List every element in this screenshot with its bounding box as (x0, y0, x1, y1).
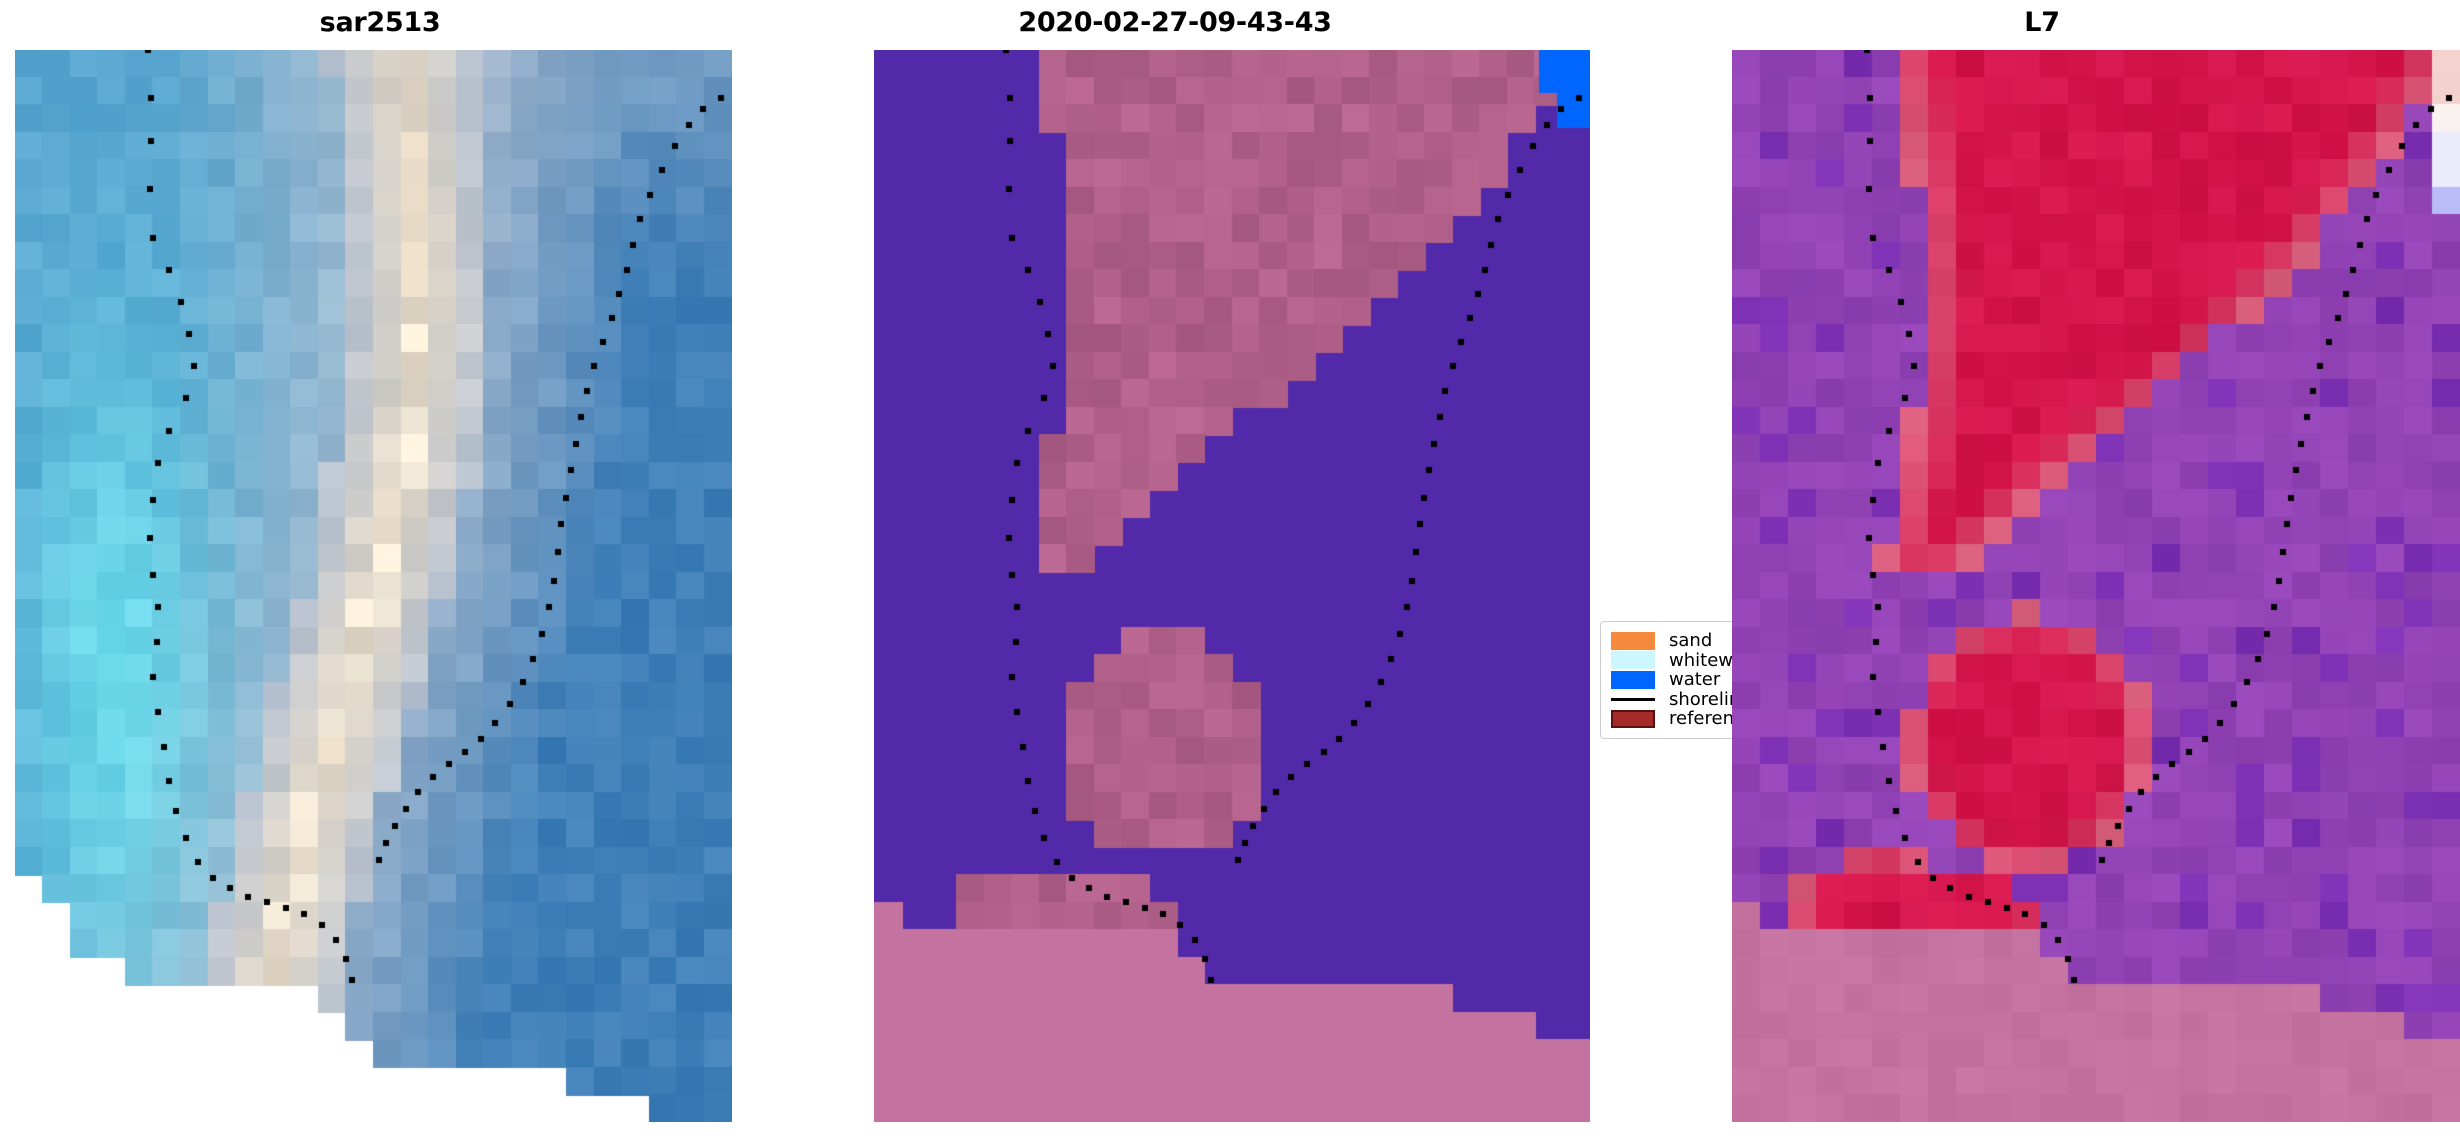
image-axes-2[interactable] (874, 50, 1590, 1122)
legend-item-sand: sand (1611, 631, 1843, 651)
panel-title-3: L7 (2024, 7, 2060, 38)
image-axes-1[interactable] (15, 50, 732, 1122)
raster-image-l7[interactable] (1732, 50, 2460, 1122)
legend-item-water: water (1611, 670, 1843, 690)
legend-swatch-reference-shoreline (1611, 709, 1655, 728)
legend-item-shoreline: shoreline (1611, 690, 1843, 710)
raster-image-classification[interactable] (874, 50, 1590, 1122)
panel-title-2: 2020-02-27-09-43-43 (1018, 7, 1332, 38)
legend-swatch-sand (1611, 631, 1655, 650)
legend-swatch-shoreline (1611, 690, 1655, 708)
legend-swatch-whitewater (1611, 651, 1655, 670)
panel-sar2513: sar2513 (0, 0, 760, 1140)
panel-l7: L7 (1624, 0, 2460, 1140)
raster-image-sar2513[interactable] (15, 50, 732, 1122)
panel-2020-02-27-09-43-43: 2020-02-27-09-43-43 (760, 0, 1624, 1140)
image-axes-3[interactable] (1732, 50, 2460, 1122)
legend-label-sand: sand (1669, 630, 1713, 652)
legend-swatch-water (1611, 670, 1655, 689)
legend-label-water: water (1669, 669, 1721, 691)
legend-label-shoreline: shoreline (1669, 688, 1752, 710)
panel-title-1: sar2513 (319, 7, 441, 38)
